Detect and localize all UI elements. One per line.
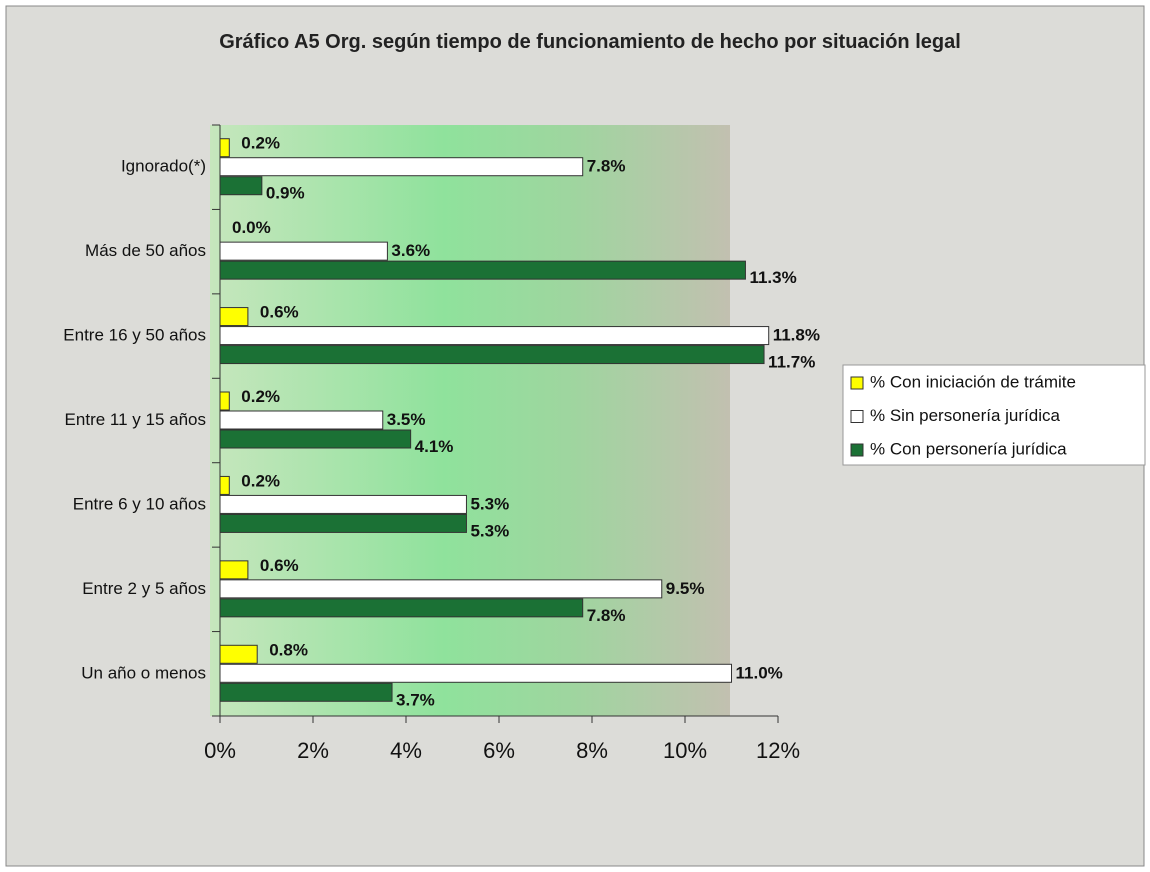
category-label: Entre 11 y 15 años (65, 410, 206, 429)
value-label: 11.3% (749, 268, 796, 287)
category-label: Ignorado(*) (121, 157, 206, 176)
legend-label: % Con iniciación de trámite (870, 372, 1076, 391)
category-label: Entre 6 y 10 años (73, 494, 206, 513)
value-label: 0.0% (232, 218, 271, 237)
bar (219, 260, 746, 280)
bar (219, 494, 467, 514)
bar (219, 410, 384, 430)
bar (219, 326, 770, 346)
legend-swatch (850, 376, 864, 390)
value-label: 0.2% (241, 471, 280, 490)
value-label: 4.1% (415, 437, 454, 456)
value-label: 0.6% (260, 303, 299, 322)
value-label: 3.6% (391, 241, 430, 260)
category-label: Más de 50 años (85, 241, 206, 260)
bar (219, 598, 584, 618)
value-label: 5.3% (470, 494, 509, 513)
bar (219, 176, 263, 196)
value-label: 0.8% (269, 640, 308, 659)
bar (219, 682, 393, 702)
value-label: 0.9% (266, 184, 305, 203)
bar (219, 138, 230, 158)
value-label: 5.3% (470, 521, 509, 540)
bar (219, 391, 230, 411)
x-tick-label: 8% (576, 738, 608, 763)
legend-swatch (850, 410, 864, 423)
legend-label: % Con personería jurídica (870, 439, 1067, 458)
bar (219, 560, 249, 580)
category-label: Un año o menos (81, 663, 206, 682)
bar (219, 429, 412, 449)
category-label: Entre 16 y 50 años (63, 326, 206, 345)
value-label: 0.6% (260, 556, 299, 575)
chart-title: Gráfico A5 Org. según tiempo de funciona… (219, 31, 961, 53)
value-label: 11.8% (773, 326, 820, 345)
x-tick-label: 6% (483, 738, 515, 763)
bar (219, 663, 732, 683)
bar (219, 307, 249, 327)
x-tick-label: 10% (663, 738, 707, 763)
x-tick-label: 4% (390, 738, 422, 763)
bar (219, 513, 467, 533)
value-label: 3.7% (396, 690, 435, 709)
x-tick-label: 2% (297, 738, 329, 763)
value-label: 11.0% (736, 663, 783, 682)
value-label: 11.7% (768, 353, 815, 372)
bar (219, 475, 230, 495)
bar (219, 644, 258, 664)
value-label: 7.8% (587, 157, 626, 176)
x-tick-label: 0% (204, 738, 236, 763)
bar (219, 241, 388, 261)
value-label: 0.2% (241, 134, 280, 153)
bar (219, 579, 663, 599)
value-label: 7.8% (587, 606, 626, 625)
x-tick-label: 12% (756, 738, 800, 763)
legend-box (842, 364, 1146, 466)
value-label: 3.5% (387, 410, 426, 429)
bar (219, 157, 584, 177)
bar (219, 345, 765, 365)
legend-swatch (850, 443, 864, 457)
value-label: 0.2% (241, 387, 280, 406)
category-label: Entre 2 y 5 años (82, 579, 206, 598)
legend-label: % Sin personería jurídica (870, 406, 1060, 425)
value-label: 9.5% (666, 579, 705, 598)
